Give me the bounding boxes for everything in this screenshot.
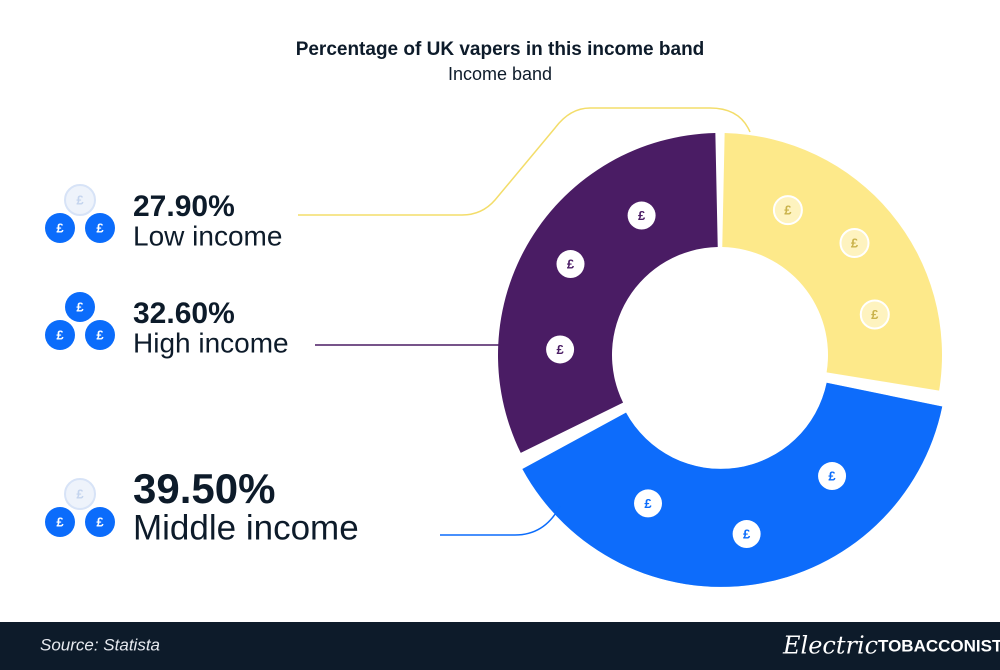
legend-value: 32.60% bbox=[133, 297, 235, 330]
legend-icon bbox=[65, 292, 95, 322]
legend-icon-symbol: £ bbox=[96, 220, 104, 235]
legend-icon-symbol: £ bbox=[56, 327, 64, 342]
legend-icon bbox=[64, 184, 96, 216]
segment-icon-symbol: £ bbox=[644, 496, 652, 511]
legend-icon bbox=[85, 507, 115, 537]
brand-name: TOBACCONIST bbox=[878, 636, 1000, 655]
donut-segment bbox=[522, 382, 943, 587]
legend-icon-symbol: £ bbox=[76, 486, 84, 501]
segment-icon-symbol: £ bbox=[743, 526, 751, 541]
legend-label: High income bbox=[133, 327, 289, 358]
segment-icon bbox=[772, 195, 803, 226]
segment-icon-symbol: £ bbox=[567, 256, 575, 271]
legend-icon-symbol: £ bbox=[76, 192, 84, 207]
leader-line bbox=[298, 107, 751, 216]
legend-icon-symbol: £ bbox=[96, 327, 104, 342]
legend-label: Low income bbox=[133, 220, 282, 251]
leader-line bbox=[440, 505, 561, 536]
legend-icon-symbol: £ bbox=[76, 299, 84, 314]
segment-icon bbox=[546, 335, 575, 364]
legend-label: Middle income bbox=[133, 508, 359, 547]
donut-segment bbox=[498, 133, 718, 453]
segment-icon-symbol: £ bbox=[784, 203, 792, 218]
segment-icon bbox=[627, 201, 656, 230]
legend-icon bbox=[64, 478, 96, 510]
legend-icon-symbol: £ bbox=[96, 514, 104, 529]
segment-icon bbox=[556, 250, 585, 279]
legend-icon bbox=[45, 507, 75, 537]
segment-icon bbox=[732, 520, 761, 549]
legend-icon bbox=[45, 213, 75, 243]
segment-icon-symbol: £ bbox=[828, 468, 836, 483]
donut-segment bbox=[722, 133, 943, 391]
segment-icon bbox=[859, 299, 890, 330]
segment-icon-symbol: £ bbox=[851, 235, 859, 250]
footer-bar bbox=[0, 622, 1000, 670]
legend-icon bbox=[45, 320, 75, 350]
legend-value: 27.90% bbox=[133, 190, 235, 223]
source: Source: Statista bbox=[40, 635, 160, 654]
brand-script: Electric bbox=[782, 632, 878, 660]
segment-icon-symbol: £ bbox=[638, 208, 646, 223]
chart-title: Percentage of UK vapers in this income b… bbox=[296, 39, 705, 60]
legend: 27.90%Low income £ £ £39.50%Middle income £ £… bbox=[45, 107, 751, 547]
segment-icon bbox=[634, 489, 663, 518]
legend-icon bbox=[85, 213, 115, 243]
donut: £ £ £ £ £ £ £ £ £ bbox=[498, 133, 943, 587]
legend-value: 39.50% bbox=[133, 465, 275, 512]
segment-icon bbox=[839, 228, 870, 259]
legend-icon-symbol: £ bbox=[56, 514, 64, 529]
chart-subtitle: Income band bbox=[448, 64, 552, 84]
legend-icon-symbol: £ bbox=[56, 220, 64, 235]
legend-icon bbox=[85, 320, 115, 350]
segment-icon bbox=[818, 462, 847, 491]
segment-icon-symbol: £ bbox=[871, 307, 879, 322]
segment-icon-symbol: £ bbox=[556, 342, 564, 357]
